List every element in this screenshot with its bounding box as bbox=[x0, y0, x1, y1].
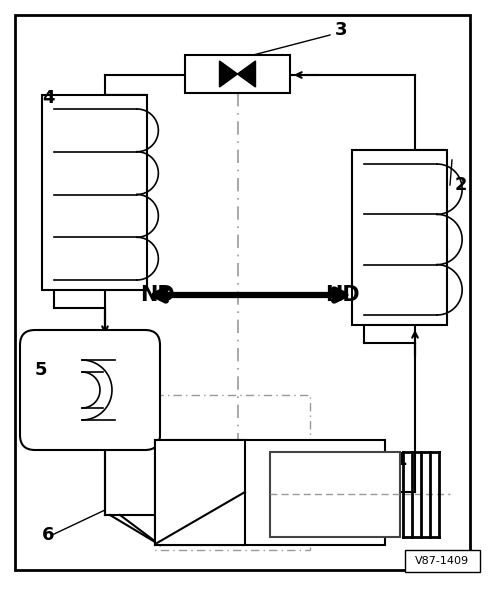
Bar bbox=[405, 550, 480, 572]
Text: V87-1409: V87-1409 bbox=[415, 556, 469, 566]
Text: HD: HD bbox=[325, 285, 360, 305]
Bar bbox=[352, 150, 447, 325]
Text: 5: 5 bbox=[35, 361, 48, 379]
Bar bbox=[270, 452, 400, 537]
FancyBboxPatch shape bbox=[20, 330, 160, 450]
Text: ND: ND bbox=[140, 285, 175, 305]
Bar bbox=[155, 440, 385, 545]
Polygon shape bbox=[220, 61, 238, 87]
Text: 6: 6 bbox=[42, 526, 54, 544]
Text: 4: 4 bbox=[42, 89, 54, 107]
Text: 1: 1 bbox=[395, 451, 407, 469]
Text: 3: 3 bbox=[335, 21, 347, 39]
Text: 2: 2 bbox=[455, 176, 468, 194]
Bar bbox=[155, 440, 245, 545]
Bar bbox=[42, 95, 147, 290]
Bar bbox=[155, 395, 310, 550]
Bar bbox=[185, 55, 290, 93]
Polygon shape bbox=[238, 61, 256, 87]
